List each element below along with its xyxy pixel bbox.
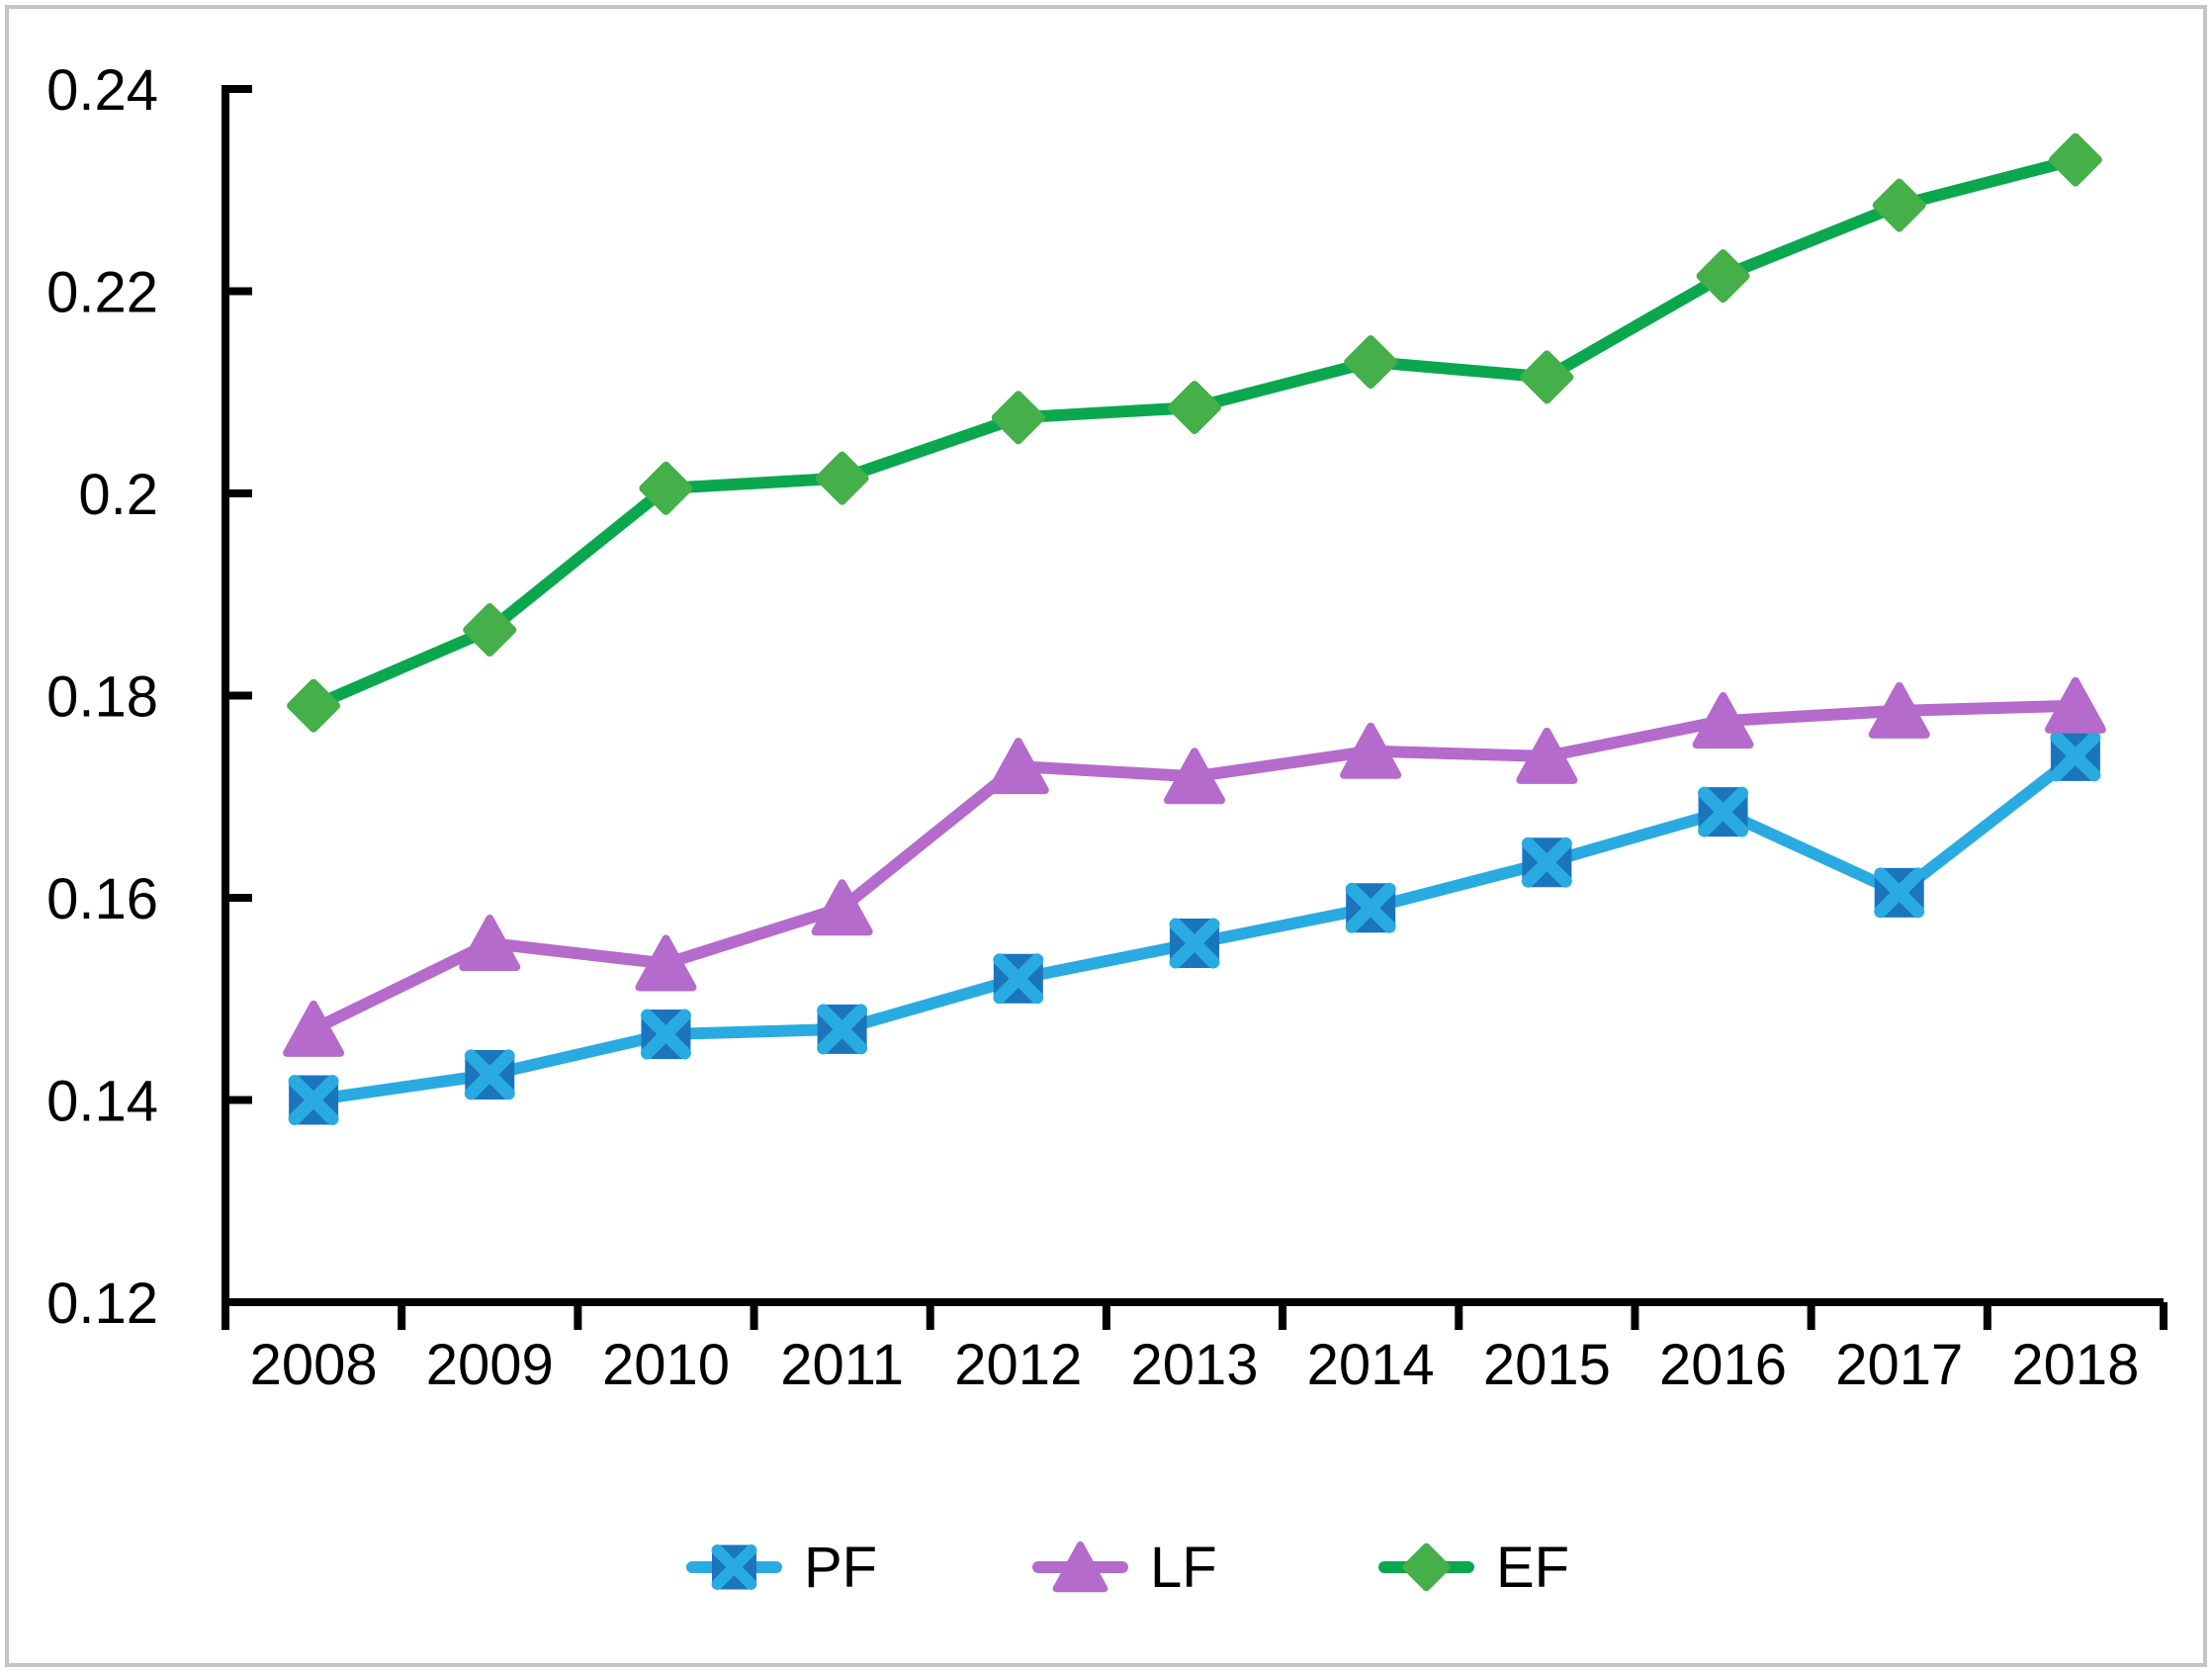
marker-x-cross-legend-PF — [711, 1544, 757, 1590]
y-tick-label-0.22: 0.22 — [46, 261, 158, 325]
marker-x-cross-PF-2015 — [1521, 836, 1572, 888]
y-tick-label-0.18: 0.18 — [46, 665, 158, 730]
x-label-2013: 2013 — [1130, 1333, 1258, 1397]
x-label-2010: 2010 — [602, 1333, 730, 1397]
marker-x-cross-PF-2017 — [1874, 867, 1925, 919]
marker-diamond-EF-2013 — [1168, 381, 1221, 435]
marker-x-cross-PF-2013 — [1169, 918, 1220, 969]
marker-triangle-LF-2009 — [459, 915, 521, 972]
marker-triangle-LF-2018 — [2044, 676, 2106, 734]
marker-x-cross-PF-2008 — [288, 1075, 339, 1125]
marker-x-cross-PF-2018 — [2050, 731, 2101, 782]
legend-item-LF: LF — [1032, 1536, 1217, 1600]
marker-diamond-EF-2009 — [463, 603, 517, 658]
figure-border — [5, 5, 2207, 1667]
marker-x-cross-PF-2011 — [817, 1004, 868, 1055]
x-label-2017: 2017 — [1835, 1333, 1963, 1397]
y-tick-label-0.16: 0.16 — [46, 867, 158, 931]
marker-x-cross-PF-2010 — [640, 1009, 691, 1060]
marker-diamond-EF-2012 — [991, 391, 1045, 445]
legend-label-LF: LF — [1150, 1536, 1217, 1600]
marker-diamond-legend-EF — [1402, 1542, 1451, 1592]
x-label-2009: 2009 — [426, 1333, 554, 1397]
marker-diamond-EF-2018 — [2048, 132, 2102, 187]
y-tick-label-0.2: 0.2 — [78, 463, 158, 527]
marker-triangle-LF-2011 — [811, 879, 873, 936]
marker-x-cross-PF-2012 — [993, 953, 1044, 1005]
marker-triangle-LF-2012 — [987, 738, 1049, 795]
marker-triangle-LF-2013 — [1164, 748, 1225, 805]
marker-x-cross-PF-2016 — [1698, 786, 1749, 837]
marker-diamond-EF-2010 — [639, 461, 693, 515]
marker-diamond-EF-2015 — [1520, 350, 1574, 404]
marker-x-cross-PF-2014 — [1345, 882, 1396, 933]
x-label-2016: 2016 — [1659, 1333, 1787, 1397]
y-tick-label-0.14: 0.14 — [46, 1070, 158, 1134]
marker-diamond-EF-2011 — [815, 451, 869, 505]
legend-label-PF: PF — [804, 1536, 877, 1600]
x-label-2015: 2015 — [1483, 1333, 1611, 1397]
marker-triangle-LF-2015 — [1516, 727, 1578, 784]
x-label-2018: 2018 — [2011, 1333, 2139, 1397]
marker-diamond-EF-2016 — [1696, 249, 1750, 304]
marker-triangle-LF-2017 — [1868, 681, 1930, 739]
legend-label-EF: EF — [1496, 1536, 1569, 1600]
marker-diamond-EF-2017 — [1872, 178, 1926, 232]
x-label-2014: 2014 — [1307, 1333, 1435, 1397]
marker-triangle-LF-2010 — [635, 934, 697, 992]
y-tick-label-0.24: 0.24 — [46, 58, 158, 123]
y-tick-label-0.12: 0.12 — [46, 1272, 158, 1336]
marker-diamond-EF-2014 — [1344, 335, 1398, 390]
legend-item-PF: PF — [686, 1536, 877, 1600]
legend-item-EF: EF — [1378, 1536, 1569, 1600]
x-label-2008: 2008 — [250, 1333, 378, 1397]
marker-triangle-LF-2014 — [1340, 722, 1402, 779]
x-label-2012: 2012 — [954, 1333, 1082, 1397]
marker-triangle-legend-LF — [1052, 1540, 1108, 1593]
x-label-2011: 2011 — [780, 1333, 904, 1397]
marker-triangle-LF-2008 — [283, 1000, 345, 1057]
marker-x-cross-PF-2009 — [464, 1049, 515, 1100]
marker-triangle-LF-2016 — [1692, 692, 1754, 749]
marker-diamond-EF-2008 — [287, 678, 341, 733]
